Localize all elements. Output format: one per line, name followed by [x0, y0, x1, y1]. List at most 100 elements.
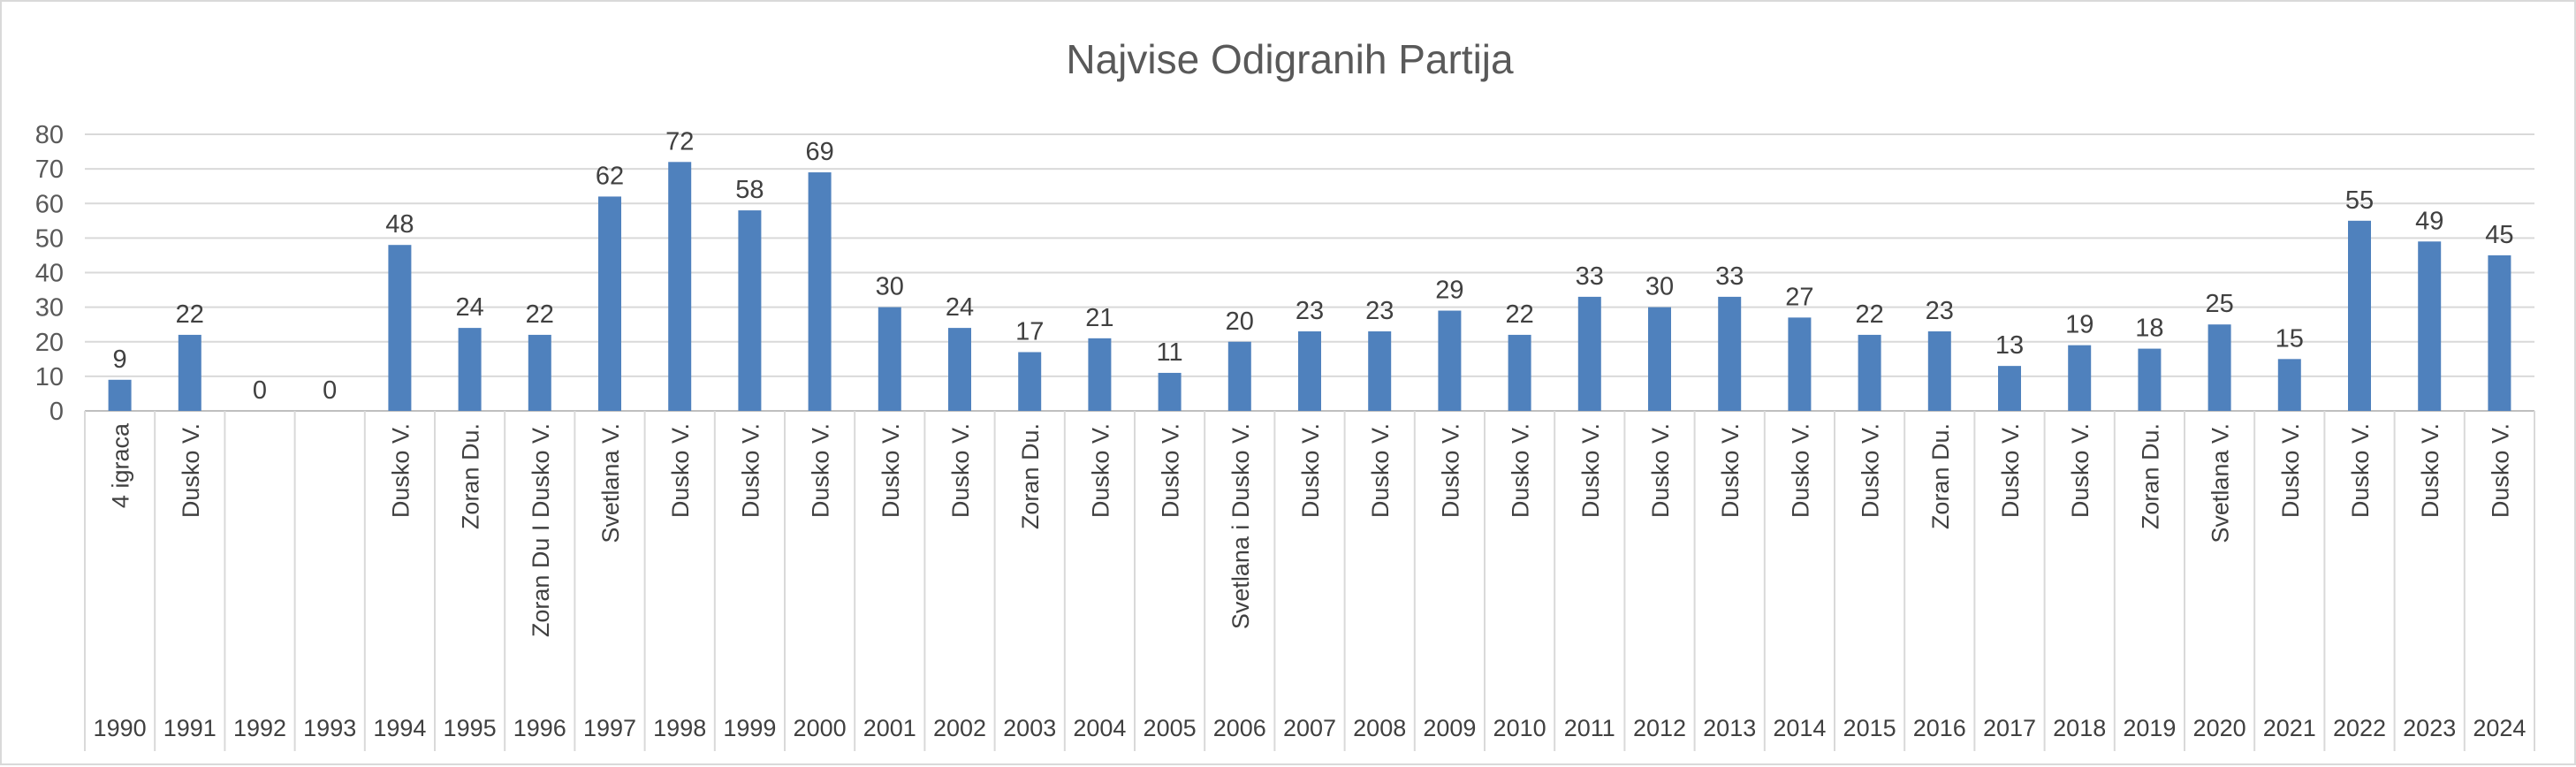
y-tick-label: 40 — [35, 260, 64, 288]
data-label: 0 — [253, 376, 267, 405]
bar — [808, 172, 832, 411]
bar — [1508, 334, 1531, 411]
category-label-year: 1994 — [373, 715, 426, 741]
category-label-player: Dusko V. — [2067, 423, 2093, 518]
category-label-year: 1996 — [513, 715, 566, 741]
y-tick-label: 0 — [49, 398, 64, 426]
category-label-player: Dusko V. — [878, 423, 904, 518]
data-label: 9 — [113, 346, 127, 374]
data-label: 22 — [1855, 300, 1883, 329]
category-label-year: 1998 — [653, 715, 706, 741]
category-label-player: Dusko V. — [1508, 423, 1534, 518]
category-label-year: 2009 — [1423, 715, 1476, 741]
data-label: 22 — [176, 300, 204, 329]
data-label: 24 — [455, 293, 483, 322]
category-label-player: Dusko V. — [737, 423, 764, 518]
category-label-year: 2013 — [1703, 715, 1756, 741]
category-label-year: 2003 — [1003, 715, 1056, 741]
bar — [598, 196, 621, 411]
data-label: 27 — [1785, 283, 1813, 311]
data-label: 19 — [2065, 311, 2093, 339]
data-label: 55 — [2345, 186, 2374, 215]
bar — [2068, 345, 2092, 411]
bar — [528, 334, 551, 411]
category-label-year: 1990 — [94, 715, 147, 741]
category-label-player: Zoran Du. — [1017, 423, 1044, 529]
data-label: 21 — [1085, 304, 1113, 332]
category-label-year: 2010 — [1493, 715, 1546, 741]
data-label: 23 — [1296, 297, 1324, 325]
category-label-year: 2004 — [1073, 715, 1126, 741]
category-label-year: 2005 — [1144, 715, 1197, 741]
bar — [2488, 254, 2511, 411]
category-label-player: Dusko V. — [1717, 423, 1744, 518]
category-label-year: 2002 — [933, 715, 986, 741]
bar — [2138, 348, 2162, 411]
data-label: 45 — [2485, 221, 2513, 249]
y-tick-label: 50 — [35, 224, 64, 253]
y-tick-label: 70 — [35, 156, 64, 184]
data-label: 22 — [1505, 300, 1533, 329]
bar — [1998, 366, 2021, 411]
bar — [108, 379, 132, 411]
bar — [1227, 341, 1251, 411]
data-label: 33 — [1715, 262, 1744, 291]
category-label-player: Dusko V. — [808, 423, 834, 518]
bar — [2418, 241, 2442, 411]
bar — [388, 245, 412, 411]
data-label: 23 — [1926, 297, 1954, 325]
category-label-year: 1993 — [303, 715, 356, 741]
y-tick-label: 30 — [35, 294, 64, 323]
bar — [1788, 317, 1812, 411]
category-label-year: 2018 — [2053, 715, 2106, 741]
category-label-player: Zoran Du. — [458, 423, 484, 529]
category-label-year: 2024 — [2473, 715, 2526, 741]
data-label: 18 — [2135, 315, 2163, 343]
data-label: 58 — [735, 176, 764, 204]
category-label-year: 2011 — [1564, 715, 1615, 741]
category-label-year: 1991 — [163, 715, 217, 741]
bar — [1648, 307, 1671, 411]
bar — [878, 307, 901, 411]
category-label-player: Dusko V. — [1647, 423, 1674, 518]
category-label-player: Dusko V. — [667, 423, 694, 518]
data-label: 30 — [876, 273, 904, 301]
data-label: 48 — [385, 210, 414, 239]
bar — [1368, 331, 1392, 411]
category-label-player: Dusko V. — [2347, 423, 2374, 518]
category-label-year: 2017 — [1983, 715, 2036, 741]
category-label-year: 2000 — [794, 715, 847, 741]
bar — [1577, 296, 1601, 411]
category-label-year: 2022 — [2333, 715, 2386, 741]
chart-title: Najvise Odigranih Partija — [1066, 36, 1514, 82]
category-label-player: Dusko V. — [1297, 423, 1324, 518]
category-label-player: Zoran Du. — [2137, 423, 2163, 529]
category-label-player: Zoran Du I Dusko V. — [528, 423, 554, 637]
bar — [1088, 338, 1112, 411]
category-label-player: Zoran Du. — [1927, 423, 1954, 529]
category-label-year: 2016 — [1913, 715, 1966, 741]
data-label: 29 — [1435, 277, 1463, 305]
data-label: 22 — [526, 300, 554, 329]
bar — [1438, 310, 1462, 411]
bar — [1858, 334, 1881, 411]
data-label: 69 — [805, 138, 833, 166]
category-label-player: 4 igraca — [108, 422, 134, 508]
data-label: 15 — [2276, 324, 2304, 353]
data-label: 11 — [1157, 338, 1183, 367]
bar — [1718, 296, 1742, 411]
category-label-player: Dusko V. — [387, 423, 414, 518]
category-label-year: 2008 — [1353, 715, 1406, 741]
data-label: 49 — [2415, 207, 2443, 235]
bar — [1927, 331, 1951, 411]
category-label-player: Dusko V. — [2487, 423, 2513, 518]
y-tick-label: 60 — [35, 190, 64, 218]
bar — [1298, 331, 1321, 411]
category-label-year: 2020 — [2193, 715, 2246, 741]
category-label-year: 2007 — [1283, 715, 1336, 741]
bar — [2207, 324, 2231, 411]
data-label: 17 — [1015, 317, 1044, 346]
bar — [2277, 359, 2301, 411]
